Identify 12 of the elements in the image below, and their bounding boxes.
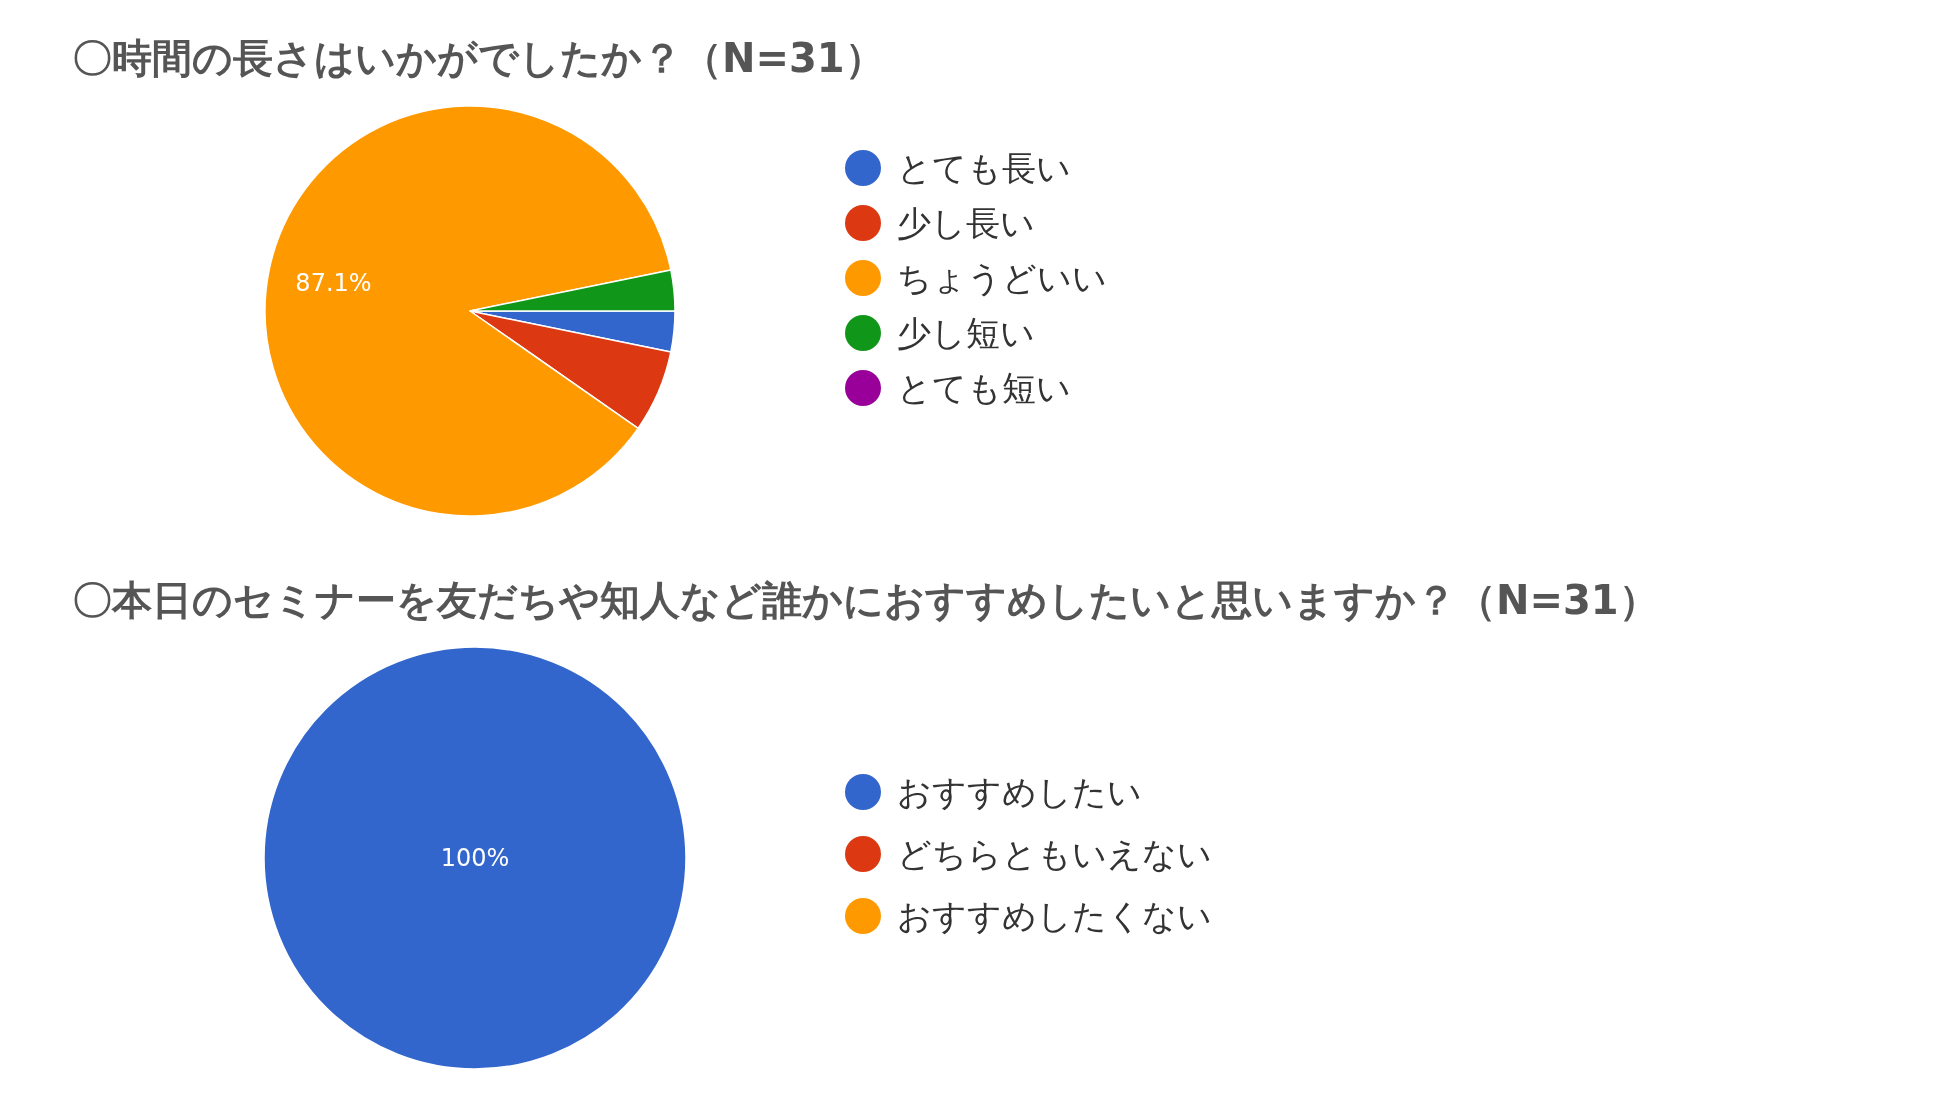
legend-label: おすすめしたくない <box>897 896 1212 936</box>
data-label: 87.1% <box>295 268 372 297</box>
legend-label: おすすめしたい <box>897 772 1142 812</box>
legend-label: どちらともいえない <box>897 834 1212 874</box>
chart-title: 〇時間の長さはいかがでしたか？（N=31） <box>72 35 885 81</box>
legend-label: とても短い <box>897 368 1071 408</box>
legend-label: 少し短い <box>897 313 1035 353</box>
data-label: 100% <box>440 844 510 872</box>
chart-title: 〇本日のセミナーを友だちや知人など誰かにおすすめしたいと思いますか？（N=31） <box>72 577 1659 623</box>
legend-label: ちょうどいい <box>897 258 1107 298</box>
legend-label: 少し長い <box>897 203 1035 243</box>
legend-label: とても長い <box>897 148 1071 188</box>
